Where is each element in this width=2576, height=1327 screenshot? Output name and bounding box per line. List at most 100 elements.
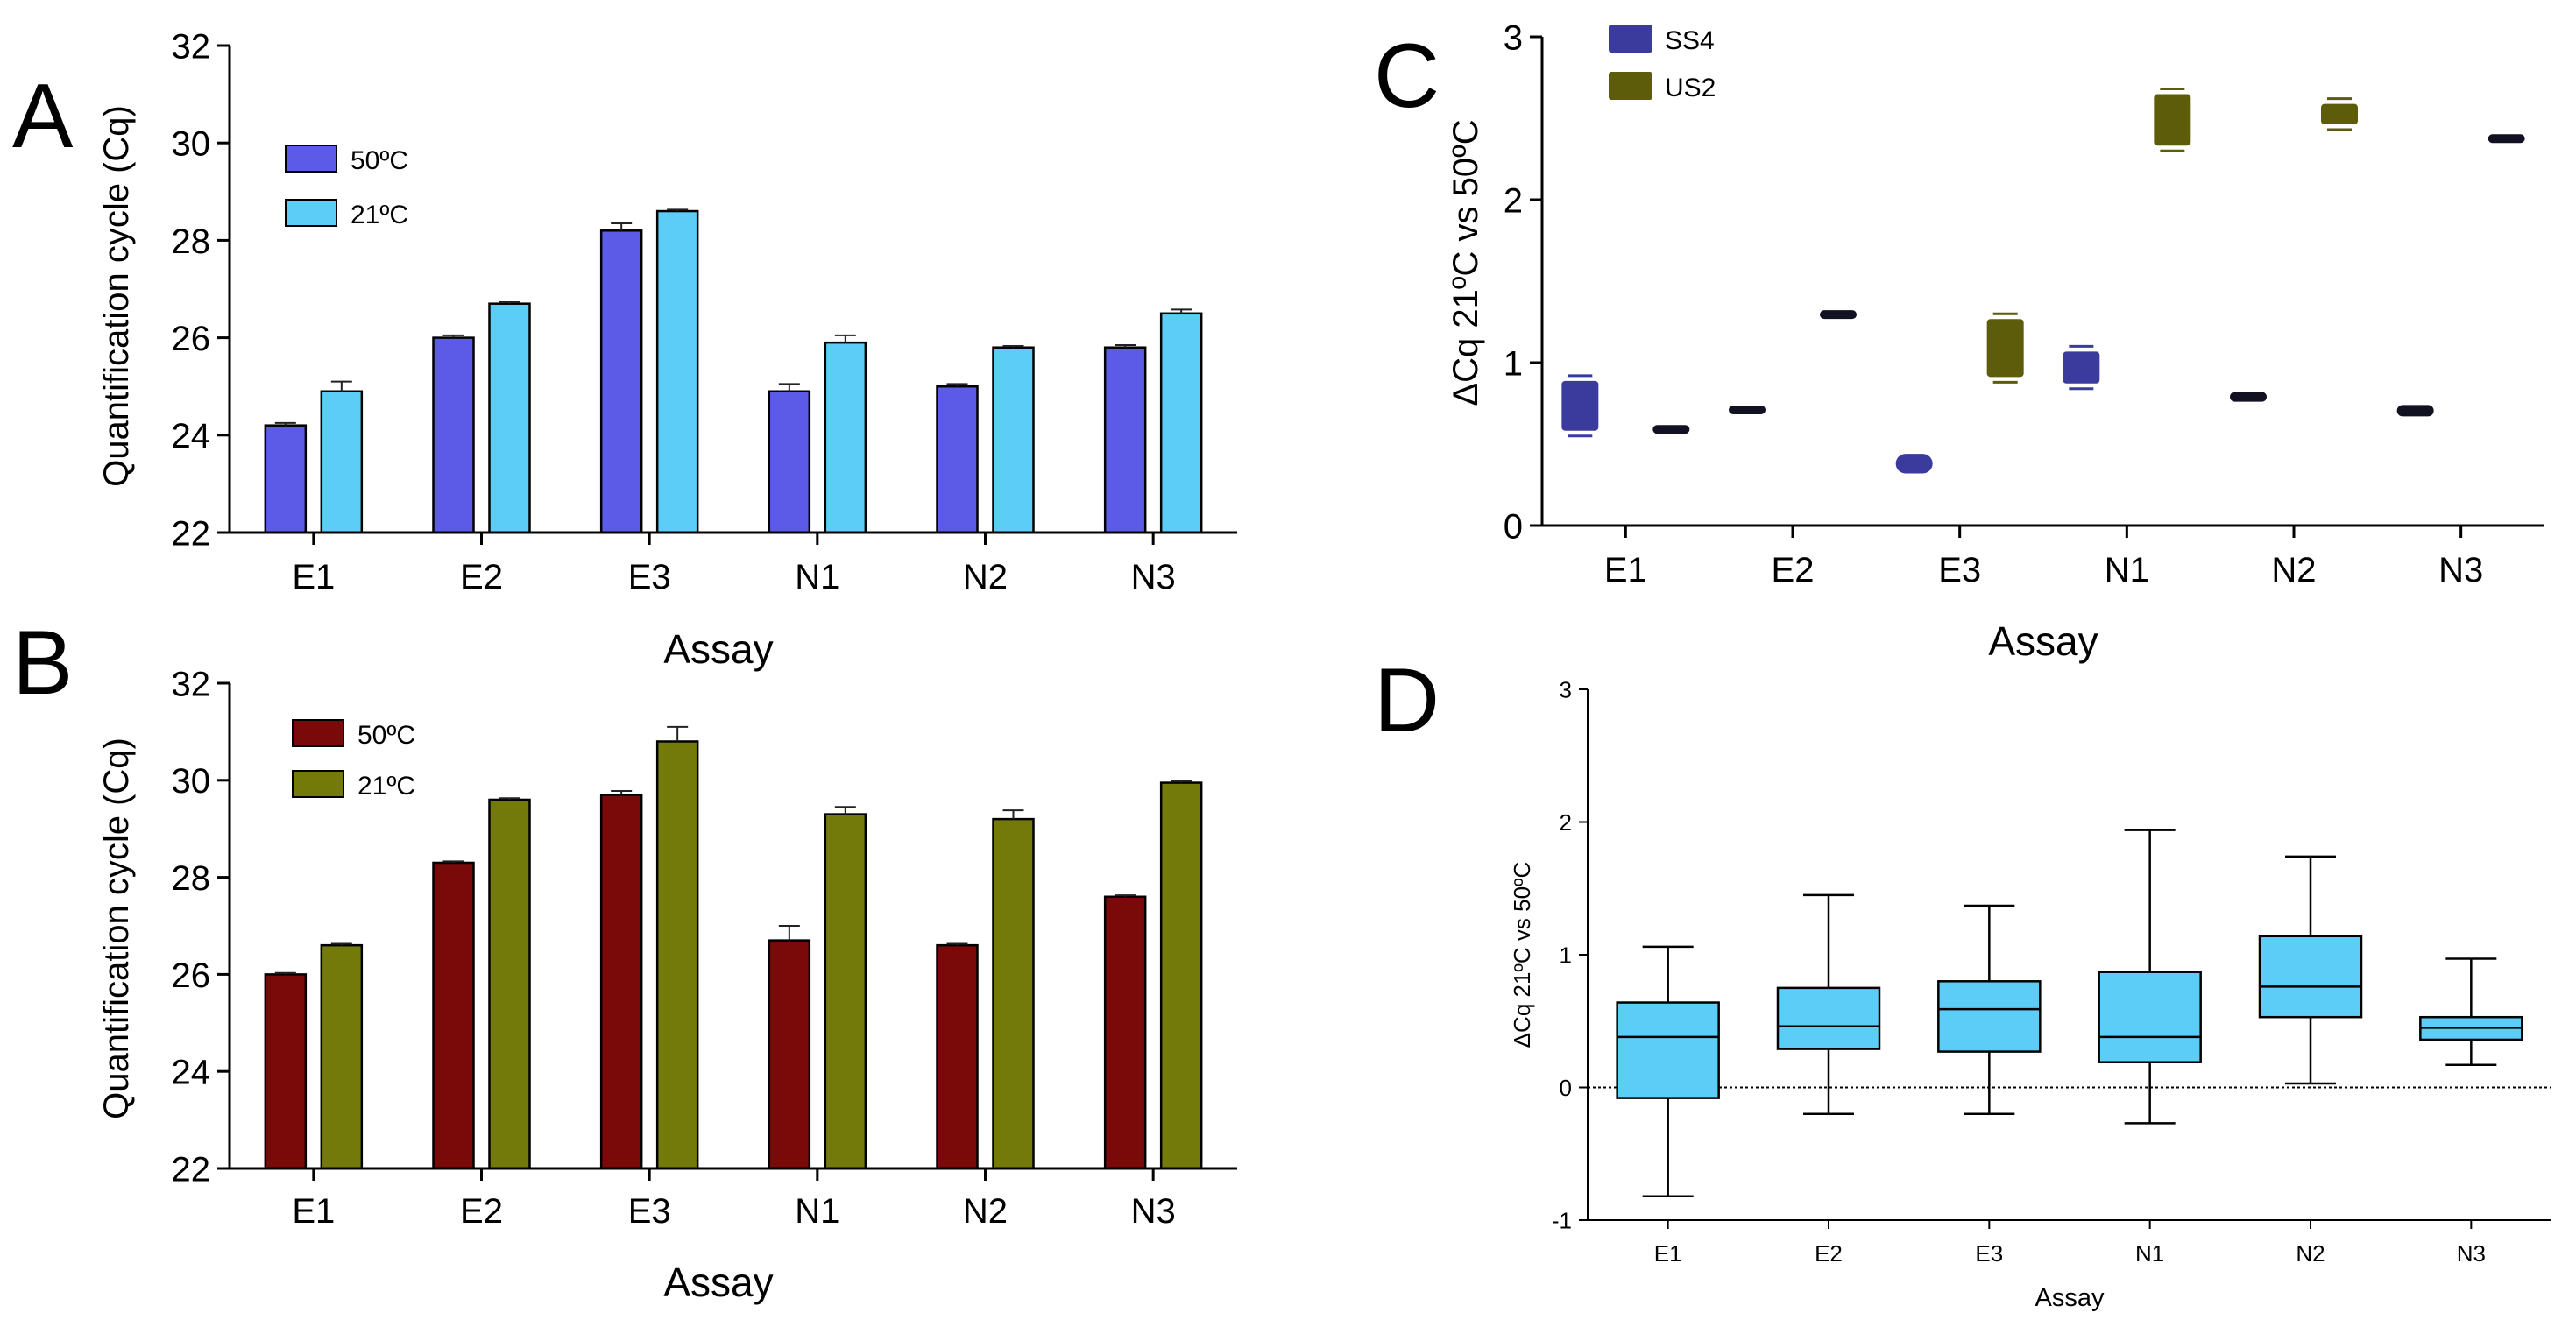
box [1652, 425, 1690, 434]
box [1820, 310, 1857, 320]
bar [824, 813, 867, 1170]
x-tick-label: E2 [460, 1192, 503, 1231]
y-tick-label: 0 [1560, 1075, 1572, 1101]
bar [824, 341, 867, 534]
panel-d-axes [1587, 689, 2551, 1221]
bar [1159, 312, 1203, 534]
legend-swatch-50 [292, 719, 344, 747]
x-tick-label: N2 [963, 558, 1008, 596]
legend-swatch-21 [285, 199, 337, 227]
x-tick-label: E2 [460, 558, 503, 596]
x-tick-label: N1 [795, 558, 839, 596]
x-tick-label: E2 [1815, 1240, 1843, 1267]
x-tick-label: E1 [292, 1192, 335, 1231]
box [1616, 1001, 1720, 1099]
panel-a: A 22 24 26 28 30 32 E1 E2 E3 N1 N2 N3 Assay Quanti… [12, 27, 1237, 672]
panel-a-xlabel: Assay [663, 626, 773, 672]
panel-a-y-ticks: 22 24 26 28 30 32 [172, 27, 230, 553]
panel-a-axes [228, 46, 1237, 534]
x-tick-label: N1 [2105, 551, 2149, 589]
x-tick-label: N2 [2271, 551, 2316, 589]
bar [488, 798, 531, 1170]
bar [1159, 781, 1203, 1170]
x-tick-label: E1 [1654, 1240, 1682, 1267]
box [2321, 103, 2358, 125]
legend-swatch-21 [292, 770, 344, 798]
y-tick-label: 22 [172, 514, 211, 553]
bar [1103, 346, 1147, 534]
bar [936, 385, 979, 534]
legend-swatch-50 [285, 145, 337, 173]
panel-b-y-ticks: 22 24 26 28 30 32 [172, 665, 230, 1189]
y-tick-label: 2 [1504, 181, 1523, 220]
x-tick-label: E1 [292, 558, 335, 596]
legend-label-50: 50ºC [357, 721, 415, 750]
panel-d-boxes [1616, 829, 2523, 1197]
y-tick-label: 1 [1504, 344, 1523, 383]
y-tick-label: 28 [172, 859, 211, 898]
legend-label-21: 21ºC [350, 201, 408, 229]
legend-label-us2: US2 [1665, 74, 1716, 102]
y-tick-label: 3 [1504, 18, 1523, 57]
panel-b-bars [264, 725, 1203, 1170]
y-tick-label: 28 [172, 222, 211, 261]
panel-b-axes [228, 683, 1237, 1170]
panel-d-x-ticks: E1 E2 E3 N1 N2 N3 [1654, 1220, 2486, 1267]
panel-b-legend: 50ºC 21ºC [292, 719, 415, 801]
y-tick-label: 22 [172, 1150, 211, 1189]
bar [1103, 895, 1147, 1170]
x-tick-label: N2 [963, 1192, 1008, 1231]
panel-c-letter: C [1374, 25, 1440, 127]
x-tick-label: N3 [2438, 551, 2483, 589]
y-tick-label: 24 [172, 1054, 211, 1092]
panel-c: C 0 1 2 3 E1 E2 E3 N1 N2 N3 Assay ΔCq 21ºC vs 50… [1374, 18, 2544, 664]
bar [599, 229, 643, 534]
y-tick-label: 26 [172, 320, 211, 358]
panel-a-x-ticks: E1 E2 E3 N1 N2 N3 [292, 533, 1176, 596]
panel-c-xlabel: Assay [1988, 618, 2098, 664]
bar [432, 336, 475, 534]
box [2396, 405, 2434, 417]
bar [936, 943, 979, 1170]
panel-b-xlabel: Assay [663, 1260, 773, 1305]
panel-b-letter: B [12, 612, 73, 714]
bar [432, 861, 475, 1170]
y-tick-label: 0 [1504, 507, 1523, 546]
panel-d-y-ticks: -1 0 1 2 3 [1552, 676, 1588, 1233]
x-tick-label: E3 [1975, 1240, 2003, 1267]
panel-b-x-ticks: E1 E2 E3 N1 N2 N3 [292, 1168, 1176, 1231]
x-tick-label: N2 [2296, 1240, 2325, 1267]
panel-a-ylabel: Quantification cycle (Cq) [97, 105, 136, 487]
box [1776, 986, 1881, 1050]
bar [264, 424, 308, 534]
box [2488, 134, 2525, 144]
x-tick-label: N1 [795, 1192, 839, 1231]
y-tick-label: -1 [1552, 1207, 1572, 1233]
panel-b-ylabel: Quantification cycle (Cq) [97, 738, 136, 1119]
box [1895, 454, 1933, 474]
panel-d-letter: D [1374, 650, 1440, 752]
y-tick-label: 32 [172, 665, 211, 703]
legend-swatch-us2 [1609, 72, 1652, 100]
y-tick-label: 2 [1560, 809, 1572, 836]
y-tick-label: 3 [1560, 676, 1572, 702]
panel-d: D -1 0 1 2 3 E1 E2 E3 N1 N2 N3 Assay ΔCq 21ºC vs … [1374, 650, 2551, 1312]
box [1561, 380, 1599, 431]
panel-b: B 22 24 26 28 30 32 E1 E2 E3 N1 N2 N3 Assay Quanti… [12, 612, 1237, 1305]
legend-label-50: 50ºC [350, 146, 408, 175]
y-tick-label: 26 [172, 956, 211, 995]
panel-d-xlabel: Assay [2035, 1284, 2105, 1312]
bar [768, 390, 811, 534]
panel-a-bars [264, 208, 1203, 534]
panel-c-legend: SS4 US2 [1609, 25, 1716, 102]
bar [599, 794, 643, 1170]
box [2230, 392, 2267, 402]
panel-c-y-ticks: 0 1 2 3 [1504, 18, 1542, 546]
panel-c-ylabel: ΔCq 21ºC vs 50ºC [1447, 119, 1485, 406]
x-tick-label: N1 [2135, 1240, 2164, 1267]
y-tick-label: 1 [1560, 942, 1572, 968]
y-tick-label: 32 [172, 27, 211, 66]
x-tick-label: N3 [1131, 1192, 1176, 1231]
y-tick-label: 24 [172, 417, 211, 455]
